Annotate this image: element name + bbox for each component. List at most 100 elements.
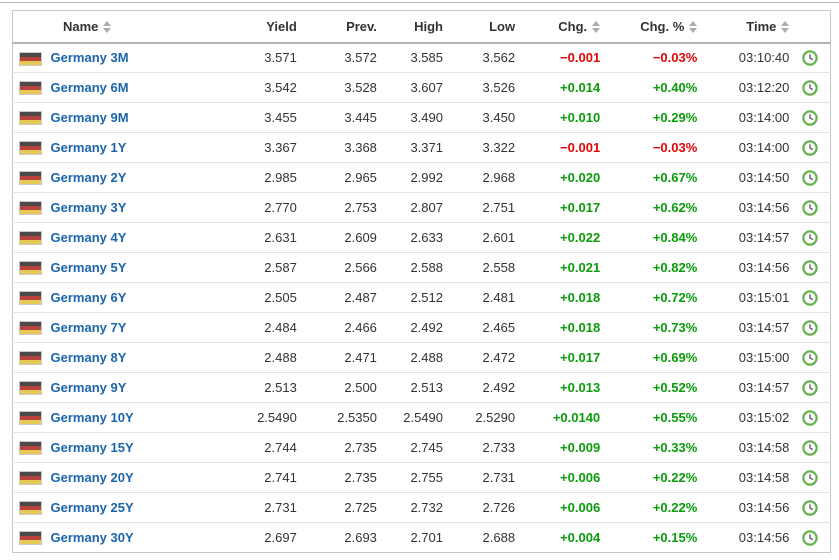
change-percent-cell: +0.55%: [600, 402, 698, 433]
time-cell: 03:14:58: [697, 432, 790, 463]
instrument-link[interactable]: Germany 1Y: [50, 140, 127, 155]
instrument-link[interactable]: Germany 25Y: [50, 500, 134, 515]
germany-flag-icon: [19, 471, 42, 486]
instrument-link[interactable]: Germany 20Y: [50, 470, 134, 485]
column-label: Time: [746, 18, 777, 34]
low-cell: 2.733: [443, 432, 516, 463]
column-header-chg[interactable]: Chg.: [515, 10, 601, 44]
table-row: Germany 15Y 2.744 2.735 2.745 2.733 +0.009 +0.…: [12, 432, 831, 463]
clock-cell: [789, 162, 831, 193]
column-header-time[interactable]: Time: [697, 10, 790, 44]
instrument-link[interactable]: Germany 6Y: [50, 290, 127, 305]
sort-arrows-icon[interactable]: [103, 21, 112, 34]
yield-cell: 2.5490: [244, 402, 297, 433]
clock-cell: [789, 372, 831, 403]
column-header-low: Low: [443, 10, 516, 44]
instrument-link[interactable]: Germany 10Y: [50, 410, 134, 425]
change-percent-cell: +0.62%: [600, 192, 698, 223]
table-row: Germany 6M 3.542 3.528 3.607 3.526 +0.014 +0.4…: [12, 72, 831, 103]
germany-flag-icon: [19, 171, 42, 186]
name-cell: Germany 6Y: [50, 282, 245, 313]
sort-arrows-icon[interactable]: [592, 21, 601, 34]
yield-cell: 2.488: [244, 342, 297, 373]
instrument-link[interactable]: Germany 2Y: [50, 170, 127, 185]
low-cell: 2.558: [443, 252, 516, 283]
flag-cell: [12, 252, 51, 283]
clock-cell: [789, 522, 831, 553]
low-cell: 3.526: [443, 72, 516, 103]
time-cell: 03:14:56: [697, 252, 790, 283]
instrument-link[interactable]: Germany 5Y: [50, 260, 127, 275]
change-percent-cell: −0.03%: [652, 50, 698, 66]
name-cell: Germany 8Y: [50, 342, 245, 373]
government-bonds-table: Name Yield Prev. High Low Chg. Chg. % Time Germ…: [12, 10, 831, 553]
name-cell: Germany 6M: [50, 72, 245, 103]
instrument-link[interactable]: Germany 15Y: [50, 440, 134, 455]
sort-arrows-icon[interactable]: [689, 21, 698, 34]
change-cell: +0.006: [515, 462, 601, 493]
high-cell: 2.633: [376, 222, 443, 253]
high-cell: 2.701: [376, 522, 443, 553]
prev-cell: 2.5350: [296, 402, 377, 433]
name-cell: Germany 10Y: [50, 402, 245, 433]
flag-cell: [12, 432, 51, 463]
low-cell: 2.465: [443, 312, 516, 343]
table-row: Germany 6Y 2.505 2.487 2.512 2.481 +0.018 +0.7…: [12, 282, 831, 313]
time-cell: 03:14:00: [697, 132, 790, 163]
clock-cell: [789, 43, 830, 73]
table-row: Germany 25Y 2.731 2.725 2.732 2.726 +0.006 +0.…: [12, 492, 831, 523]
instrument-link[interactable]: Germany 7Y: [50, 320, 127, 335]
yield-cell: 2.513: [244, 372, 297, 403]
change-cell: +0.018: [515, 312, 601, 343]
yield-cell: 2.744: [244, 432, 297, 463]
table-row: Germany 5Y 2.587 2.566 2.588 2.558 +0.021 +0.8…: [12, 252, 831, 283]
instrument-link[interactable]: Germany 3Y: [50, 200, 127, 215]
prev-cell: 3.368: [296, 132, 377, 163]
clock-cell: [789, 402, 831, 433]
time-cell: 03:15:01: [697, 282, 790, 313]
instrument-link[interactable]: Germany 9M: [50, 110, 129, 125]
sort-arrows-icon[interactable]: [781, 21, 790, 34]
instrument-link[interactable]: Germany 8Y: [50, 350, 127, 365]
instrument-link[interactable]: Germany 9Y: [50, 380, 127, 395]
column-header-chg_pct[interactable]: Chg. %: [600, 10, 698, 44]
instrument-link[interactable]: Germany 6M: [50, 80, 129, 95]
change-cell: −0.001: [560, 50, 601, 66]
name-cell: Germany 30Y: [50, 522, 245, 553]
table-row: Germany 30Y 2.697 2.693 2.701 2.688 +0.004 +0.…: [12, 522, 831, 553]
prev-cell: 2.466: [296, 312, 377, 343]
change-cell: +0.004: [515, 522, 601, 553]
name-cell: Germany 1Y: [50, 132, 245, 163]
prev-cell: 2.693: [296, 522, 377, 553]
instrument-link[interactable]: Germany 30Y: [50, 530, 134, 545]
flag-cell: [12, 462, 51, 493]
yield-cell: 2.505: [244, 282, 297, 313]
clock-icon: [801, 380, 818, 396]
change-percent-cell: +0.69%: [600, 342, 698, 373]
high-cell: 3.607: [376, 72, 443, 103]
germany-flag-icon: [19, 51, 42, 66]
germany-flag-icon: [19, 201, 42, 216]
column-label: Chg.: [558, 18, 588, 34]
table-row: Germany 3M 3.571 3.572 3.585 3.562 −0.001 −0.0…: [13, 43, 831, 73]
table-row: Germany 20Y 2.741 2.735 2.755 2.731 +0.006 +0.…: [12, 462, 831, 493]
name-cell: Germany 3M: [51, 43, 245, 73]
instrument-link[interactable]: Germany 3M: [50, 50, 129, 66]
prev-cell: 2.753: [296, 192, 377, 223]
yield-cell: 2.697: [244, 522, 297, 553]
low-cell: 2.601: [443, 222, 516, 253]
instrument-link[interactable]: Germany 4Y: [50, 230, 127, 245]
time-cell: 03:10:40: [738, 50, 790, 66]
germany-flag-icon: [19, 231, 42, 246]
low-cell: 2.726: [443, 492, 516, 523]
low-cell: 2.5290: [443, 402, 516, 433]
flag-cell: [12, 162, 51, 193]
prev-cell: 2.500: [296, 372, 377, 403]
high-cell: 3.371: [376, 132, 443, 163]
column-header-name[interactable]: Name: [12, 10, 245, 44]
change-cell: +0.013: [515, 372, 601, 403]
change-cell: +0.0140: [515, 402, 601, 433]
change-percent-cell: +0.67%: [600, 162, 698, 193]
change-percent-cell: +0.82%: [600, 252, 698, 283]
flag-cell: [12, 72, 51, 103]
